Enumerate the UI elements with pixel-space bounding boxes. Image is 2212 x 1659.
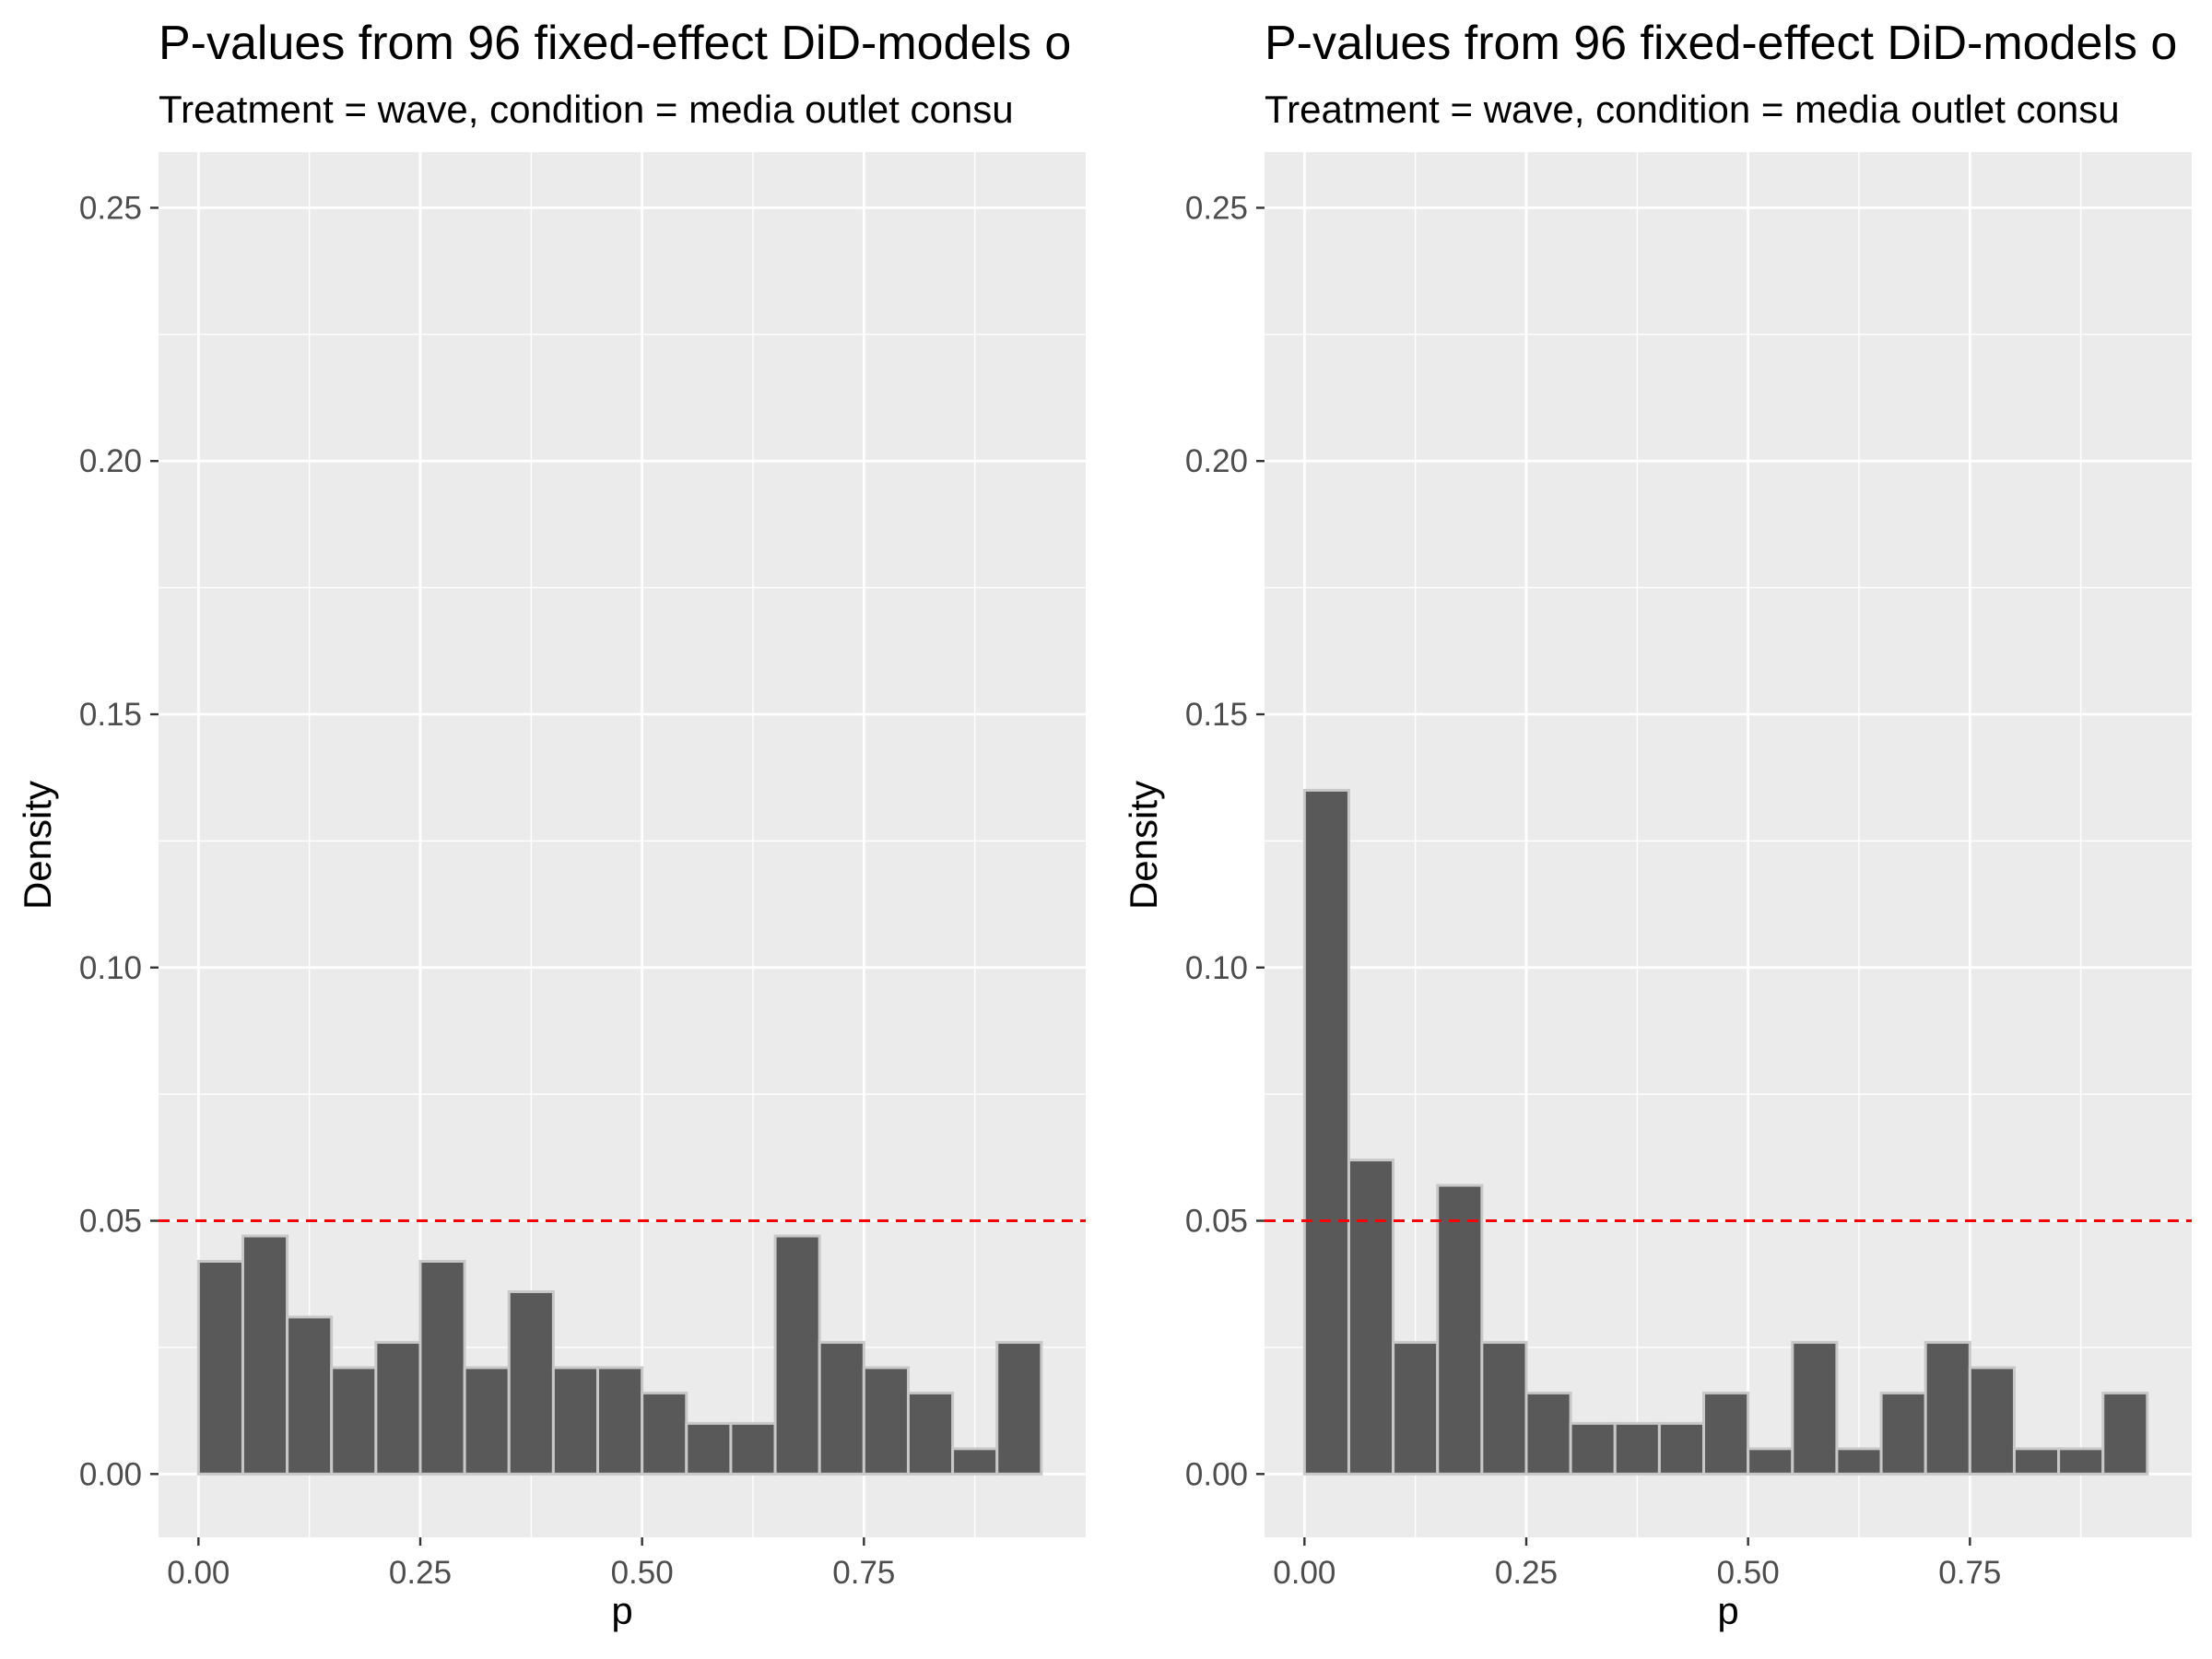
histogram-bar — [1968, 1366, 2016, 1476]
histogram-bar — [1613, 1421, 1661, 1476]
chart-subtitle: Treatment = wave, condition = media outl… — [159, 88, 1014, 131]
histogram-bar — [1702, 1391, 1750, 1476]
histogram-bar — [418, 1259, 466, 1476]
histogram-right: 0.00 0.25 0.50 0.75 0.00 0.05 0.10 0.15 0.20 0.25… — [1122, 17, 2192, 1632]
histogram-bar — [1524, 1391, 1572, 1476]
histogram-bar — [330, 1366, 378, 1476]
y-tick-label: 0.00 — [1185, 1456, 1248, 1492]
x-axis-title: p — [611, 1589, 632, 1632]
histogram-bar — [2012, 1447, 2061, 1476]
histogram-bar — [1569, 1421, 1617, 1476]
plot-background — [1265, 152, 2192, 1537]
y-tick-label: 0.00 — [79, 1456, 142, 1492]
histogram-bar — [862, 1366, 910, 1476]
histogram-bar — [196, 1259, 244, 1476]
chart-title: P-values from 96 fixed-effect DiD-models… — [1265, 17, 2177, 70]
histogram-left: 0.00 0.25 0.50 0.75 0.00 0.05 0.10 0.15 0.20 0.25… — [16, 17, 1086, 1632]
histogram-bar — [1747, 1447, 1794, 1476]
x-tick-label: 0.25 — [389, 1555, 452, 1591]
x-tick-label: 0.50 — [1717, 1555, 1780, 1591]
histogram-bar — [995, 1340, 1043, 1476]
y-axis-title: Density — [16, 781, 59, 910]
histogram-bar — [818, 1340, 865, 1476]
histogram-bar — [507, 1289, 555, 1476]
y-tick-label: 0.10 — [1185, 950, 1248, 986]
histogram-bar — [641, 1391, 688, 1476]
y-tick-label: 0.20 — [79, 443, 142, 479]
histogram-bar — [685, 1421, 733, 1476]
x-tick-label: 0.25 — [1495, 1555, 1558, 1591]
y-tick-label: 0.25 — [79, 190, 142, 226]
y-tick-label: 0.05 — [79, 1204, 142, 1240]
chart-title: P-values from 96 fixed-effect DiD-models… — [159, 17, 1071, 70]
histogram-bar — [906, 1391, 955, 1476]
histogram-bar — [1879, 1391, 1927, 1476]
histogram-bar — [951, 1447, 999, 1476]
histogram-bar — [374, 1340, 422, 1476]
histogram-bar — [773, 1234, 821, 1476]
histogram-bar — [1302, 788, 1350, 1476]
histogram-bar — [1480, 1340, 1528, 1476]
histogram-bar — [286, 1315, 334, 1476]
x-tick-label: 0.00 — [1273, 1555, 1335, 1591]
y-tick-label: 0.05 — [1185, 1204, 1248, 1240]
chart-panel-right: 0.00 0.25 0.50 0.75 0.00 0.05 0.10 0.15 0.20 0.25… — [1106, 0, 2212, 1659]
chart-panel-left: 0.00 0.25 0.50 0.75 0.00 0.05 0.10 0.15 0.20 0.25… — [16, 17, 1086, 1632]
histogram-bar — [1924, 1340, 1971, 1476]
histogram-bar — [1835, 1447, 1883, 1476]
histogram-bar — [1392, 1340, 1440, 1476]
x-axis-title: p — [1717, 1589, 1738, 1632]
histogram-bar — [551, 1366, 600, 1476]
histogram-bar — [1791, 1340, 1839, 1476]
histogram-bar — [596, 1366, 644, 1476]
y-tick-label: 0.15 — [79, 697, 142, 733]
plot-background — [159, 152, 1086, 1537]
y-tick-label: 0.25 — [1185, 190, 1248, 226]
x-tick-label: 0.75 — [832, 1555, 895, 1591]
histogram-bar — [2101, 1391, 2149, 1476]
chart-subtitle: Treatment = wave, condition = media outl… — [1265, 88, 2120, 131]
x-tick-label: 0.00 — [167, 1555, 229, 1591]
histogram-bar — [1657, 1421, 1706, 1476]
histogram-bar — [463, 1366, 511, 1476]
y-tick-label: 0.15 — [1185, 697, 1248, 733]
y-axis-title: Density — [1122, 781, 1165, 910]
x-tick-label: 0.50 — [611, 1555, 674, 1591]
histogram-bar — [2057, 1447, 2105, 1476]
histogram-bar — [729, 1421, 777, 1476]
plot-area: 0.00 0.25 0.50 0.75 0.00 0.05 0.10 0.15 0.20 0.25 — [1185, 152, 2192, 1591]
x-tick-label: 0.75 — [1938, 1555, 2001, 1591]
y-tick-label: 0.10 — [79, 950, 142, 986]
histogram-bar — [241, 1234, 289, 1476]
plot-area: 0.00 0.25 0.50 0.75 0.00 0.05 0.10 0.15 0.20 0.25 — [79, 152, 1086, 1591]
histogram-bar — [1347, 1159, 1395, 1476]
y-tick-label: 0.20 — [1185, 443, 1248, 479]
histogram-bar — [1436, 1183, 1484, 1476]
